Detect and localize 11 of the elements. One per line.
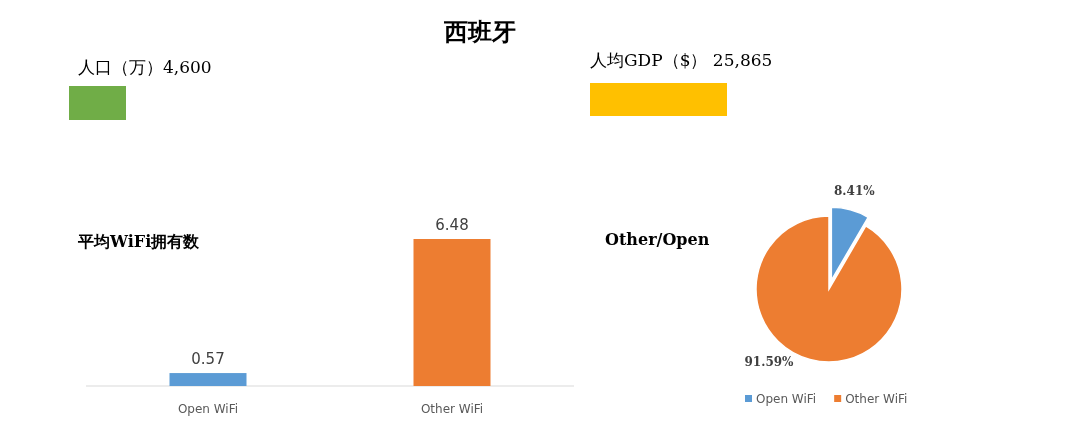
chart-title: 平均WiFi拥有数	[77, 232, 201, 251]
legend-label: Other WiFi	[845, 392, 908, 406]
text: Other/Open	[605, 230, 710, 249]
text: 西班牙	[443, 17, 516, 46]
data-label: 8.41%	[834, 184, 876, 199]
text: 人口（万）4,600	[78, 57, 212, 77]
text: 人均GDP（$） 25,865	[590, 50, 773, 70]
legend-label: Open WiFi	[756, 392, 817, 406]
data-label: 6.48	[435, 216, 469, 234]
data-label: 91.59%	[744, 355, 795, 369]
data-label: 0.57	[191, 350, 225, 369]
